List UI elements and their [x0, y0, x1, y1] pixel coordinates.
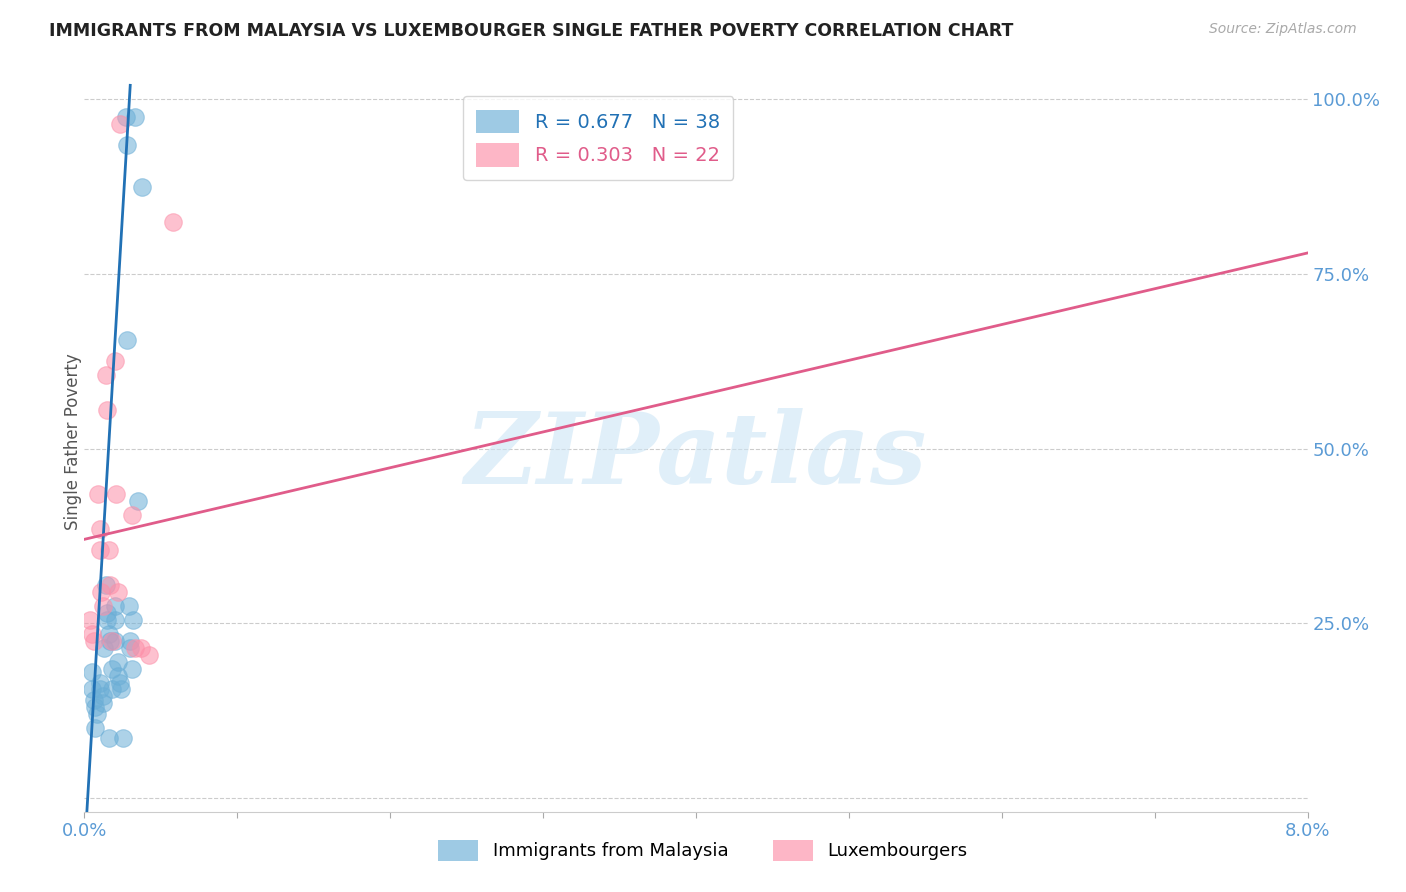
Point	[107, 668, 129, 682]
Point	[89, 542, 111, 557]
Point	[96, 613, 118, 627]
Point	[80, 626, 103, 640]
Point	[107, 655, 129, 669]
Text: ZIPatlas: ZIPatlas	[465, 409, 927, 505]
Text: IMMIGRANTS FROM MALAYSIA VS LUXEMBOURGER SINGLE FATHER POVERTY CORRELATION CHART: IMMIGRANTS FROM MALAYSIA VS LUXEMBOURGER…	[49, 22, 1014, 40]
Point	[96, 606, 118, 620]
Text: Source: ZipAtlas.com: Source: ZipAtlas.com	[1209, 22, 1357, 37]
Point	[110, 682, 132, 697]
Point	[94, 578, 117, 592]
Point	[127, 494, 149, 508]
Point	[80, 665, 103, 679]
Point	[124, 110, 146, 124]
Point	[83, 633, 105, 648]
Point	[108, 117, 131, 131]
Point	[101, 633, 124, 648]
Point	[115, 333, 138, 347]
Point	[104, 354, 127, 368]
Point	[120, 640, 142, 655]
Point	[97, 731, 120, 746]
Point	[86, 706, 108, 721]
Point	[94, 368, 117, 383]
Point	[118, 599, 141, 613]
Point	[101, 682, 124, 697]
Point	[89, 522, 111, 536]
Point	[97, 626, 120, 640]
Point	[122, 613, 145, 627]
Point	[101, 661, 124, 675]
Point	[84, 721, 107, 735]
Point	[104, 599, 127, 613]
Point	[97, 542, 120, 557]
Point	[79, 613, 101, 627]
Point	[138, 648, 160, 662]
Point	[98, 578, 121, 592]
Point	[90, 584, 112, 599]
Legend: Immigrants from Malaysia, Luxembourgers: Immigrants from Malaysia, Luxembourgers	[429, 830, 977, 870]
Point	[93, 640, 115, 655]
Point	[115, 137, 138, 152]
Point	[96, 403, 118, 417]
Point	[105, 487, 128, 501]
Point	[124, 640, 146, 655]
Point	[121, 508, 143, 522]
Point	[114, 110, 136, 124]
Point	[104, 613, 127, 627]
Point	[91, 599, 114, 613]
Legend: R = 0.677   N = 38, R = 0.303   N = 22: R = 0.677 N = 38, R = 0.303 N = 22	[463, 95, 734, 180]
Point	[83, 693, 105, 707]
Point	[131, 179, 153, 194]
Point	[91, 697, 114, 711]
Point	[89, 682, 111, 697]
Point	[98, 633, 121, 648]
Y-axis label: Single Father Poverty: Single Father Poverty	[65, 353, 82, 530]
Point	[129, 640, 152, 655]
Point	[91, 690, 114, 704]
Point	[162, 214, 184, 228]
Point	[121, 661, 143, 675]
Point	[84, 700, 107, 714]
Point	[89, 675, 111, 690]
Point	[107, 584, 129, 599]
Point	[120, 633, 142, 648]
Point	[108, 675, 131, 690]
Point	[87, 487, 110, 501]
Point	[80, 682, 103, 697]
Point	[111, 731, 134, 746]
Point	[104, 633, 127, 648]
